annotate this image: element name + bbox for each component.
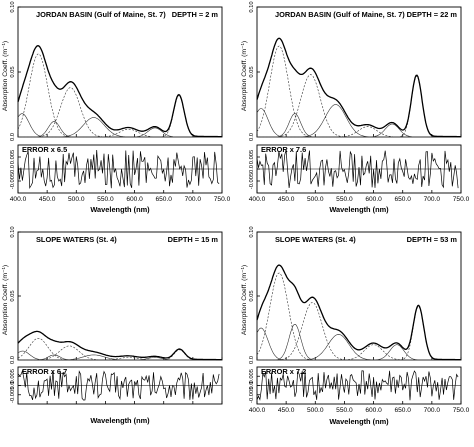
x-tick-label: 400.0 — [10, 196, 27, 203]
x-tick-label: 650.0 — [394, 407, 411, 414]
residual-y-tick-label: -0.005 — [10, 387, 16, 403]
residual-y-tick-label: 0.005 — [10, 369, 16, 384]
panel-title: SLOPE WATERS (St. 4) — [36, 235, 117, 244]
x-tick-label: 500.0 — [307, 196, 324, 203]
depth-label: DEPTH = 15 m — [168, 235, 219, 244]
gaussian-component — [17, 53, 222, 138]
residual-y-tick-label: 0.0 — [10, 381, 16, 389]
x-tick-label: 750.0 — [453, 407, 470, 414]
main-plot-frame — [17, 231, 223, 361]
residual-y-tick-label: 0.005 — [10, 150, 16, 165]
residual-y-tick-label: 0.0 — [249, 165, 255, 173]
depth-label: DEPTH = 22 m — [407, 10, 458, 19]
gaussian-component — [18, 95, 222, 138]
y-axis-title: Absorption Coeff. (m⁻¹) — [2, 265, 9, 335]
x-tick-label: 450.0 — [278, 407, 295, 414]
gaussian-component — [257, 344, 461, 361]
residual-y-tick-label: 0.005 — [249, 150, 255, 165]
x-axis-title: Wavelength (nm) — [329, 205, 389, 214]
residual-label: ERROR x 6.5 — [22, 145, 67, 154]
x-tick-label: 750.0 — [453, 196, 470, 203]
depth-label: DEPTH = 53 m — [407, 235, 458, 244]
y-axis-title: Absorption Coeff. (m⁻¹) — [241, 265, 248, 335]
panel-3: SLOPE WATERS (St. 4) DEPTH = 15 m 0.0 0.05 0… — [2, 226, 223, 425]
gaussian-component — [257, 75, 461, 138]
residual-y-tick-label: -0.005 — [249, 387, 255, 403]
residual-y-tick-label: -0.005 — [10, 173, 16, 189]
x-tick-label: 700.0 — [185, 196, 202, 203]
y-tick-label: 0.10 — [249, 226, 255, 237]
gaussian-component — [257, 126, 461, 138]
x-tick-label: 650.0 — [394, 196, 411, 203]
y-tick-label: 0.0 — [249, 133, 255, 141]
panel-title: SLOPE WATERS (St. 4) — [275, 235, 356, 244]
x-tick-label: 550.0 — [336, 196, 353, 203]
total-absorption-spectrum — [17, 330, 222, 361]
gaussian-component — [257, 344, 461, 361]
total-absorption-spectrum — [17, 45, 222, 138]
x-tick-label: 650.0 — [155, 196, 172, 203]
gaussian-component — [257, 302, 461, 361]
residual-y-tick-label: 0.005 — [249, 369, 255, 384]
panel-title: JORDAN BASIN (Gulf of Maine, St. 7) — [36, 10, 166, 19]
y-tick-label: 0.10 — [10, 1, 16, 12]
panel-2: JORDAN BASIN (Gulf of Maine, St. 7) DEPTH… — [241, 1, 470, 214]
y-axis-title: Absorption Coeff. (m⁻¹) — [241, 41, 248, 111]
x-tick-label: 700.0 — [424, 407, 441, 414]
y-tick-label: 0.10 — [10, 226, 16, 237]
x-tick-label: 500.0 — [68, 196, 85, 203]
y-tick-label: 0.05 — [249, 290, 255, 301]
y-tick-label: 0.05 — [249, 66, 255, 77]
residual-error-line — [256, 370, 459, 401]
residual-error-line — [17, 149, 220, 189]
x-axis-title: Wavelength (nm) — [329, 417, 389, 426]
gaussian-component — [257, 74, 461, 138]
x-axis-title: Wavelength (nm) — [90, 416, 150, 425]
x-tick-label: 700.0 — [424, 196, 441, 203]
depth-label: DEPTH = 2 m — [172, 10, 219, 19]
x-tick-label: 750.0 — [214, 196, 231, 203]
residual-y-tick-label: -0.005 — [249, 173, 255, 189]
residual-label: ERROR x 7.6 — [261, 145, 306, 154]
y-axis-title: Absorption Coeff. (m⁻¹) — [2, 41, 9, 111]
panel-title: JORDAN BASIN (Gulf of Maine, St. 7) — [275, 10, 405, 19]
residual-label: ERROR x 7.2 — [261, 367, 306, 376]
y-tick-label: 0.05 — [10, 66, 16, 77]
residual-y-tick-label: 0.0 — [249, 381, 255, 389]
gaussian-component — [257, 306, 461, 361]
x-tick-label: 600.0 — [365, 196, 382, 203]
residual-label: ERROR x 6.7 — [22, 367, 67, 376]
y-tick-label: 0.05 — [10, 290, 16, 301]
gaussian-component — [257, 104, 461, 138]
y-tick-label: 0.10 — [249, 1, 255, 12]
x-tick-label: 400.0 — [249, 196, 266, 203]
x-tick-label: 450.0 — [39, 196, 56, 203]
y-tick-label: 0.0 — [10, 356, 16, 364]
gaussian-component — [256, 272, 461, 361]
x-tick-label: 600.0 — [126, 196, 143, 203]
x-tick-label: 550.0 — [336, 407, 353, 414]
x-tick-label: 500.0 — [307, 407, 324, 414]
total-absorption-spectrum — [256, 264, 461, 361]
x-axis-title: Wavelength (nm) — [90, 205, 150, 214]
x-tick-label: 450.0 — [278, 196, 295, 203]
total-absorption-spectrum — [256, 37, 461, 138]
main-plot-frame — [256, 231, 462, 361]
gaussian-component — [18, 357, 222, 361]
panel-1: JORDAN BASIN (Gulf of Maine, St. 7) DEPTH… — [2, 1, 231, 214]
y-tick-label: 0.0 — [249, 356, 255, 364]
y-tick-label: 0.0 — [10, 133, 16, 141]
x-tick-label: 550.0 — [97, 196, 114, 203]
gaussian-component — [256, 45, 461, 138]
x-tick-label: 600.0 — [365, 407, 382, 414]
x-tick-label: 400.0 — [249, 407, 266, 414]
residual-error-line — [256, 149, 459, 189]
residual-error-line — [17, 369, 220, 401]
main-plot-frame — [256, 6, 462, 138]
panel-4: SLOPE WATERS (St. 4) DEPTH = 53 m0.00.050… — [241, 226, 470, 426]
residual-y-tick-label: 0.0 — [10, 165, 16, 173]
